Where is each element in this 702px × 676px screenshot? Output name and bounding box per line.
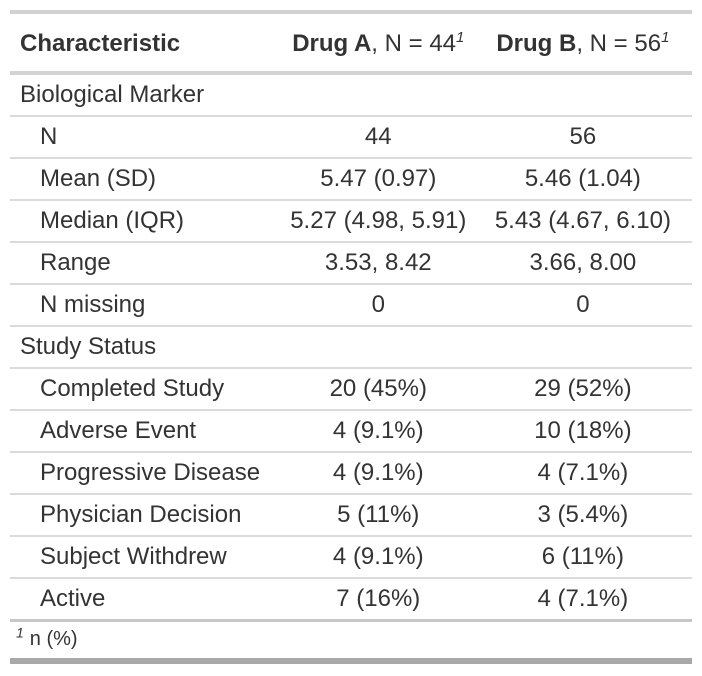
cell-drug-b: 10 (18%) — [473, 410, 692, 453]
row-label: Completed Study — [10, 368, 283, 411]
cell-drug-a: 3.53, 8.42 — [282, 242, 474, 285]
group-label: Study Status — [10, 326, 692, 369]
cell-drug-b: 4 (7.1%) — [473, 578, 692, 622]
cell-drug-a: 5.27 (4.98, 5.91) — [282, 200, 474, 243]
table-footer: 1 n (%) — [10, 620, 692, 664]
table-row: Mean (SD) 5.47 (0.97) 5.46 (1.04) — [10, 158, 692, 201]
cell-drug-a: 4 (9.1%) — [282, 452, 474, 495]
table-row: Range 3.53, 8.42 3.66, 8.00 — [10, 242, 692, 285]
cell-drug-a: 7 (16%) — [282, 578, 474, 622]
cell-drug-b: 3 (5.4%) — [473, 494, 692, 537]
cell-drug-b: 29 (52%) — [473, 368, 692, 411]
cell-drug-a: 5.47 (0.97) — [282, 158, 474, 201]
footnote: 1 n (%) — [10, 620, 692, 664]
footnote-text: n (%) — [29, 628, 78, 650]
cell-drug-b: 0 — [473, 284, 692, 327]
row-label: Mean (SD) — [10, 158, 283, 201]
footnote-mark: 1 — [456, 29, 465, 46]
column-header-drug-b: Drug B, N = 561 — [474, 12, 692, 73]
drug-a-name: Drug A — [292, 30, 372, 57]
table-header: Characteristic Drug A, N = 441 Drug B, N… — [10, 12, 692, 73]
row-label: Physician Decision — [10, 494, 283, 537]
table-row: Adverse Event 4 (9.1%) 10 (18%) — [10, 410, 692, 453]
column-header-characteristic: Characteristic — [20, 30, 181, 57]
cell-drug-b: 3.66, 8.00 — [473, 242, 692, 285]
table-row: Completed Study 20 (45%) 29 (52%) — [10, 368, 692, 411]
cell-drug-b: 6 (11%) — [473, 536, 692, 579]
group-row-biological-marker: Biological Marker — [10, 73, 692, 117]
header-row: Characteristic Drug A, N = 441 Drug B, N… — [10, 12, 692, 73]
footnote-row: 1 n (%) — [10, 620, 692, 664]
footnote-mark: 1 — [661, 29, 670, 46]
table-row: Physician Decision 5 (11%) 3 (5.4%) — [10, 494, 692, 537]
group-label: Biological Marker — [10, 73, 692, 117]
table-body: Biological Marker N 44 56 Mean (SD) 5.47… — [10, 73, 692, 622]
table-row: N 44 56 — [10, 116, 692, 159]
row-label: N missing — [10, 284, 283, 327]
group-row-study-status: Study Status — [10, 326, 692, 369]
cell-drug-b: 5.43 (4.67, 6.10) — [473, 200, 692, 243]
summary-table: Characteristic Drug A, N = 441 Drug B, N… — [10, 10, 692, 664]
row-label: Adverse Event — [10, 410, 283, 453]
drug-a-n: , N = 44 — [371, 30, 457, 57]
row-label: Median (IQR) — [10, 200, 283, 243]
cell-drug-a: 0 — [282, 284, 474, 327]
cell-drug-b: 5.46 (1.04) — [473, 158, 692, 201]
drug-b-name: Drug B — [496, 30, 577, 57]
cell-drug-a: 44 — [282, 116, 474, 159]
footnote-mark: 1 — [16, 624, 24, 641]
cell-drug-a: 20 (45%) — [282, 368, 474, 411]
drug-b-n: , N = 56 — [576, 30, 662, 57]
column-header-drug-a: Drug A, N = 441 — [283, 12, 474, 73]
table-row: Subject Withdrew 4 (9.1%) 6 (11%) — [10, 536, 692, 579]
row-label: Subject Withdrew — [10, 536, 283, 579]
cell-drug-a: 4 (9.1%) — [282, 536, 474, 579]
table-row: Progressive Disease 4 (9.1%) 4 (7.1%) — [10, 452, 692, 495]
row-label: N — [10, 116, 283, 159]
row-label: Active — [10, 578, 283, 622]
cell-drug-a: 5 (11%) — [282, 494, 474, 537]
row-label: Range — [10, 242, 283, 285]
table-row: Median (IQR) 5.27 (4.98, 5.91) 5.43 (4.6… — [10, 200, 692, 243]
cell-drug-b: 4 (7.1%) — [473, 452, 692, 495]
table-row: N missing 0 0 — [10, 284, 692, 327]
row-label: Progressive Disease — [10, 452, 283, 495]
cell-drug-b: 56 — [473, 116, 692, 159]
cell-drug-a: 4 (9.1%) — [282, 410, 474, 453]
table-row: Active 7 (16%) 4 (7.1%) — [10, 578, 692, 622]
